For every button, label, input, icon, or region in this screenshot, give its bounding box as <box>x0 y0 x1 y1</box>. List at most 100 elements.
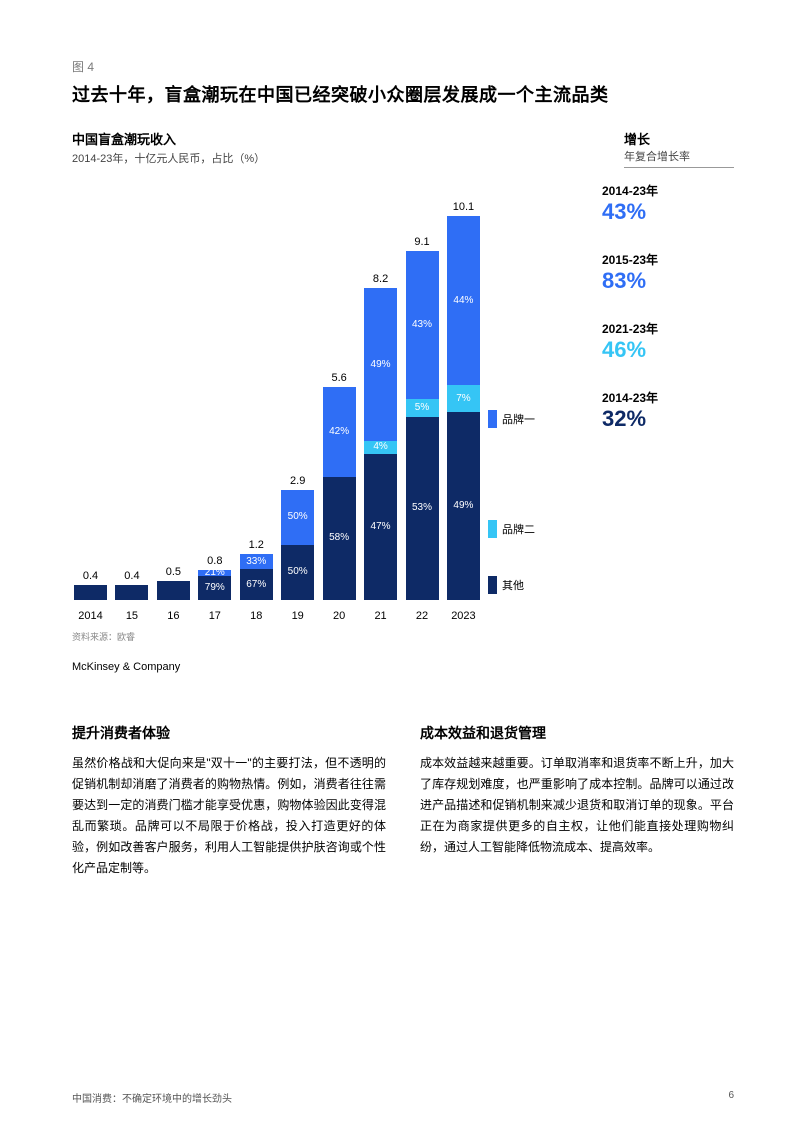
x-label: 21 <box>362 610 399 622</box>
bar-total-label: 9.1 <box>414 236 429 248</box>
bar-segment-other: 79% <box>198 576 231 600</box>
growth-block: 2021-23年46% <box>602 320 712 363</box>
legend-label: 品牌二 <box>502 521 535 537</box>
bar-segment-brand1: 49% <box>364 288 397 441</box>
bar-segment-other <box>74 585 107 600</box>
footer-page: 6 <box>728 1090 734 1105</box>
bar-segment-brand1: 50% <box>281 490 314 545</box>
growth-period: 2015-23年 <box>602 251 712 268</box>
growth-period: 2014-23年 <box>602 182 712 199</box>
legend-item: 其他 <box>488 576 602 594</box>
x-label: 2014 <box>72 610 109 622</box>
bar-segment-brand2: 5% <box>406 399 439 416</box>
bars-row: 0.40.40.50.879%21%1.267%33%2.950%50%5.65… <box>72 200 482 600</box>
bar-col: 9.1 53%5%43% <box>404 236 441 600</box>
bar-segment-brand2: 4% <box>364 441 397 453</box>
legend-swatch <box>488 410 497 428</box>
legend-swatch <box>488 520 497 538</box>
growth-period: 2014-23年 <box>602 389 712 406</box>
bar-stack <box>157 581 190 600</box>
bar-segment-other: 50% <box>281 545 314 600</box>
left-text: 虽然价格战和大促向来是"双十一"的主要打法，但不透明的促销机制却消磨了消费者的购… <box>72 753 386 879</box>
bar-total-label: 1.2 <box>249 539 264 551</box>
chart-title: 过去十年，盲盒潮玩在中国已经突破小众圈层发展成一个主流品类 <box>72 81 734 107</box>
bar-total-label: 0.8 <box>207 555 222 567</box>
growth-period: 2021-23年 <box>602 320 712 337</box>
right-heading: 成本效益和退货管理 <box>420 723 734 743</box>
bar-segment-other <box>115 585 148 600</box>
growth-header: 增长 年复合增长率 <box>624 129 734 180</box>
bar-segment-other: 49% <box>447 412 480 600</box>
figure-label: 图 4 <box>72 58 734 75</box>
bar-stack <box>115 585 148 600</box>
chart-source: 资料来源：欧睿 <box>72 630 734 643</box>
bar-col: 10.1 49%7%44% <box>445 201 482 600</box>
body-col-left: 提升消费者体验 虽然价格战和大促向来是"双十一"的主要打法，但不透明的促销机制却… <box>72 723 386 879</box>
chart-subtitle-block: 中国盲盒潮玩收入 2014-23年，十亿元人民币，占比（%） <box>72 129 265 172</box>
legend-swatch <box>488 576 497 594</box>
chart-subtitle: 中国盲盒潮玩收入 <box>72 129 265 148</box>
bar-col: 1.267%33% <box>238 539 275 600</box>
bar-total-label: 5.6 <box>331 372 346 384</box>
right-text: 成本效益越来越重要。订单取消率和退货率不断上升，加大了库存规划难度，也严重影响了… <box>420 753 734 858</box>
bar-segment-brand1: 44% <box>447 216 480 385</box>
company-name: McKinsey & Company <box>72 661 734 673</box>
growth-title: 增长 <box>624 129 734 148</box>
bar-total-label: 2.9 <box>290 475 305 487</box>
x-label: 20 <box>321 610 358 622</box>
bar-total-label: 0.4 <box>83 570 98 582</box>
growth-subtitle: 年复合增长率 <box>624 148 734 168</box>
growth-block: 2014-23年32% <box>602 389 712 432</box>
bar-total-label: 10.1 <box>453 201 474 213</box>
growth-block: 2015-23年83% <box>602 251 712 294</box>
growth-column: 2014-23年43% 2015-23年83% 2021-23年46% 2014-23… <box>602 182 712 458</box>
bar-segment-brand1: 43% <box>406 251 439 400</box>
bar-stack: 47%4%49% <box>364 288 397 600</box>
x-label: 19 <box>279 610 316 622</box>
chart-header-row: 中国盲盒潮玩收入 2014-23年，十亿元人民币，占比（%） 增长 年复合增长率 <box>72 129 734 180</box>
x-axis-labels: 201415161718192021222023 <box>72 610 482 622</box>
x-label: 15 <box>113 610 150 622</box>
legend-item: 品牌一 <box>488 410 602 428</box>
legend-item: 品牌二 <box>488 520 602 538</box>
bar-stack: 79%21% <box>198 570 231 600</box>
bar-segment-other <box>157 581 190 600</box>
growth-value: 83% <box>602 268 712 294</box>
bar-stack <box>74 585 107 600</box>
chart-subtitle-note: 2014-23年，十亿元人民币，占比（%） <box>72 150 265 166</box>
bar-total-label: 8.2 <box>373 273 388 285</box>
growth-block: 2014-23年43% <box>602 182 712 225</box>
x-label: 17 <box>196 610 233 622</box>
bar-segment-other: 67% <box>240 569 273 600</box>
bar-stack: 49%7%44% <box>447 216 480 600</box>
bar-chart: 0.40.40.50.879%21%1.267%33%2.950%50%5.65… <box>72 182 482 622</box>
bar-col: 0.4 <box>113 570 150 600</box>
page-footer: 中国消费：不确定环境中的增长劲头 6 <box>72 1090 734 1105</box>
bar-col: 2.9 50%50% <box>279 475 316 600</box>
bar-col: 5.6 58%42% <box>321 372 358 600</box>
x-label: 22 <box>404 610 441 622</box>
bar-col: 0.8 79%21% <box>196 555 233 600</box>
bar-segment-other: 58% <box>323 477 356 600</box>
bar-total-label: 0.5 <box>166 566 181 578</box>
left-heading: 提升消费者体验 <box>72 723 386 743</box>
bar-segment-brand2: 7% <box>447 385 480 412</box>
bar-segment-brand1: 42% <box>323 387 356 476</box>
bar-col: 0.4 <box>72 570 109 600</box>
growth-value: 32% <box>602 406 712 432</box>
body-col-right: 成本效益和退货管理 成本效益越来越重要。订单取消率和退货率不断上升，加大了库存规… <box>420 723 734 879</box>
bar-col: 8.2 47%4%49% <box>362 273 399 600</box>
bar-stack: 58%42% <box>323 387 356 600</box>
legend-label: 其他 <box>502 577 524 593</box>
bar-segment-other: 53% <box>406 417 439 600</box>
bar-stack: 50%50% <box>281 490 314 600</box>
x-label: 2023 <box>445 610 482 622</box>
chart-wrap: 0.40.40.50.879%21%1.267%33%2.950%50%5.65… <box>72 182 734 622</box>
bar-segment-other: 47% <box>364 454 397 600</box>
bar-stack: 53%5%43% <box>406 251 439 600</box>
bar-total-label: 0.4 <box>124 570 139 582</box>
x-label: 16 <box>155 610 192 622</box>
bar-col: 0.5 <box>155 566 192 600</box>
footer-left: 中国消费：不确定环境中的增长劲头 <box>72 1090 232 1105</box>
growth-value: 46% <box>602 337 712 363</box>
